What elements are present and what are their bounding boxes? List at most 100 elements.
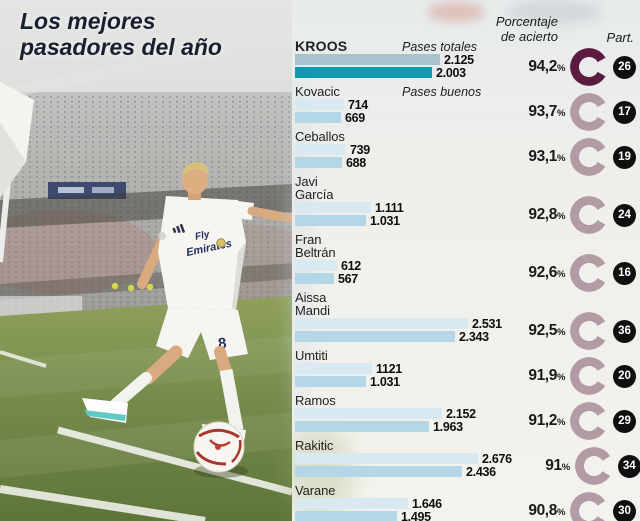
series-label: Pases totales bbox=[402, 40, 478, 54]
matches-badge: 17 bbox=[613, 100, 636, 124]
bar-pases-totales bbox=[295, 99, 344, 110]
bar-pases-buenos bbox=[295, 112, 341, 123]
value-pases-buenos: 688 bbox=[346, 155, 366, 170]
percent-sign: % bbox=[556, 507, 565, 518]
scoreboard-digits bbox=[92, 187, 114, 193]
player-name: Umtiti bbox=[295, 348, 328, 363]
player-bars-block: Kovacic Pases buenos 714 669 bbox=[295, 85, 507, 125]
bar-row-buenos: 688 bbox=[295, 155, 507, 170]
league-patch-icon bbox=[158, 232, 166, 240]
bar-row-totales: 2.125 bbox=[295, 52, 507, 67]
percent-sign: % bbox=[556, 269, 565, 280]
value-pases-buenos: 2.343 bbox=[459, 329, 489, 344]
accuracy-value: 92,8% bbox=[507, 206, 565, 224]
player-name: Fran bbox=[295, 232, 322, 247]
value-pases-totales: 1121 bbox=[376, 361, 402, 376]
player-name: Ramos bbox=[295, 393, 336, 408]
percent-sign: % bbox=[556, 63, 565, 74]
accuracy-ring-icon bbox=[570, 196, 608, 234]
pitch-grass bbox=[0, 296, 292, 521]
player-name: Ceballos bbox=[295, 129, 345, 144]
player-row: Umtiti 1121 1.031 91,9% 20 bbox=[295, 349, 638, 395]
matches-badge: 36 bbox=[613, 319, 636, 343]
bar-pases-buenos bbox=[295, 273, 334, 284]
percent-sign: % bbox=[561, 462, 570, 473]
player-stats-block: 93,7% 17 bbox=[507, 93, 636, 131]
bar-pases-totales bbox=[295, 363, 372, 374]
bar-pases-buenos bbox=[295, 157, 342, 168]
bar-pases-buenos bbox=[295, 331, 455, 342]
matches-badge: 26 bbox=[613, 55, 636, 79]
bar-pases-totales bbox=[295, 408, 442, 419]
bar-pases-totales bbox=[295, 144, 346, 155]
matches-badge: 30 bbox=[613, 499, 636, 521]
accuracy-number: 92,6 bbox=[528, 264, 557, 281]
football-icon bbox=[193, 421, 245, 473]
matches-badge: 20 bbox=[613, 364, 636, 388]
crowd-tint bbox=[0, 210, 157, 294]
player-stats-block: 92,8% 24 bbox=[507, 196, 636, 234]
player-stats-block: 90,8% 30 bbox=[507, 492, 636, 521]
accuracy-value: 91,2% bbox=[507, 412, 565, 430]
matches-badge: 16 bbox=[613, 261, 636, 285]
accuracy-ring-icon bbox=[570, 402, 608, 440]
accuracy-ring-icon bbox=[570, 48, 608, 86]
player-name: Kovacic bbox=[295, 84, 340, 99]
matches-badge: 19 bbox=[613, 145, 636, 169]
stadium-roofline bbox=[0, 30, 292, 100]
player-row: Rakitic 2.676 2.436 91% 34 bbox=[295, 439, 640, 485]
bar-row-buenos: 2.003 bbox=[295, 65, 507, 80]
value-pases-totales: 2.125 bbox=[444, 52, 474, 67]
header-matches-label: Part. bbox=[606, 30, 634, 45]
title-line1: Los mejores bbox=[20, 8, 156, 34]
value-pases-buenos: 2.003 bbox=[436, 65, 466, 80]
percent-sign: % bbox=[556, 211, 565, 222]
boot-stripe bbox=[84, 410, 126, 421]
jersey-sleeve bbox=[230, 200, 254, 220]
value-pases-totales: 1.646 bbox=[412, 496, 442, 511]
player-name: Aissa bbox=[295, 290, 327, 305]
player-hair bbox=[182, 162, 209, 178]
jersey-shade bbox=[232, 242, 246, 310]
title-line2: pasadores del año bbox=[20, 34, 222, 60]
percent-sign: % bbox=[556, 327, 565, 338]
accuracy-number: 91 bbox=[545, 457, 562, 474]
player-bars-block: Rakitic 2.676 2.436 bbox=[295, 439, 512, 479]
bar-pases-totales bbox=[295, 54, 440, 65]
accuracy-value: 93,7% bbox=[507, 103, 565, 121]
player-row: Aissa Mandi 2.531 2.343 92,5% 36 bbox=[295, 290, 638, 350]
player-bars-block: Ramos 2.152 1.963 bbox=[295, 394, 507, 434]
club-badge-icon bbox=[216, 238, 226, 248]
stadium-photo: Fly Emirates 8 bbox=[0, 0, 292, 521]
corner-flag-icon bbox=[0, 82, 34, 263]
bar-row-totales: 2.676 bbox=[295, 452, 512, 466]
player-bars-block: Javi García 1.111 1.031 bbox=[295, 175, 507, 228]
bar-row-totales: 612 bbox=[295, 259, 507, 273]
scoreboard-digits bbox=[58, 187, 84, 193]
percent-sign: % bbox=[556, 417, 565, 428]
accuracy-number: 92,8 bbox=[528, 206, 557, 223]
bar-row-buenos: 1.031 bbox=[295, 214, 507, 228]
player-bars-block: Umtiti 1121 1.031 bbox=[295, 349, 507, 389]
player-name-block: Kovacic Pases buenos bbox=[295, 84, 507, 99]
bar-pases-buenos bbox=[295, 67, 432, 78]
corner-arc-line bbox=[0, 350, 47, 368]
jersey-sponsor-line1: Fly bbox=[194, 229, 211, 243]
value-pases-buenos: 2.436 bbox=[466, 464, 496, 479]
player-stats-block: 91% 34 bbox=[512, 447, 640, 485]
accuracy-ring-icon bbox=[574, 447, 613, 485]
photo-panel: Fly Emirates 8 bbox=[0, 0, 292, 521]
shorts-number: 8 bbox=[217, 335, 227, 353]
player-name: KROOS bbox=[295, 38, 348, 54]
player-name-block: Ramos bbox=[295, 394, 507, 407]
bar-pases-buenos bbox=[295, 421, 429, 432]
background-blur-red bbox=[427, 2, 485, 22]
chart-panel: Porcentaje de acierto Part. KROOS Pases … bbox=[284, 0, 640, 521]
accuracy-value: 94,2% bbox=[507, 58, 565, 76]
bar-pases-buenos bbox=[295, 511, 397, 521]
player-name-block: Umtiti bbox=[295, 349, 507, 362]
bar-pases-totales bbox=[295, 453, 478, 464]
player-left-thigh bbox=[141, 345, 183, 385]
series-label: Pases buenos bbox=[402, 85, 482, 99]
